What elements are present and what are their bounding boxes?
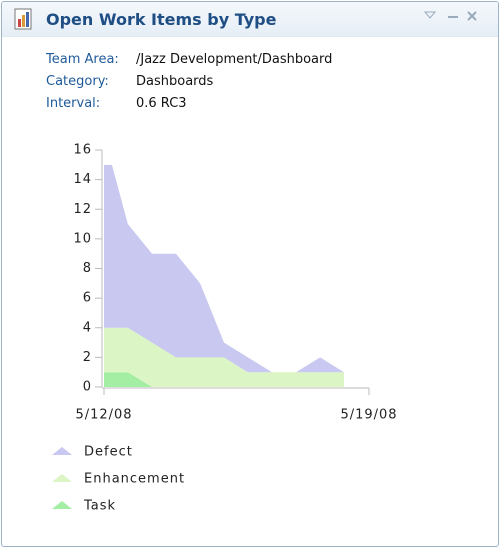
info-label: Team Area: — [46, 52, 119, 67]
legend-swatch — [52, 447, 72, 455]
widget-title: Open Work Items by Type — [46, 10, 277, 29]
y-tick-label: 16 — [73, 143, 92, 158]
area — [104, 164, 345, 373]
info-label: Category: — [46, 74, 109, 89]
info-label: Interval: — [46, 96, 101, 111]
y-tick-label: 12 — [73, 202, 92, 217]
widget-icon — [14, 8, 32, 30]
y-tick-label: 4 — [83, 320, 92, 335]
y-tick-label: 14 — [73, 172, 92, 187]
x-tick-label: 5/19/08 — [340, 408, 397, 423]
info-value: 0.6 RC3 — [136, 96, 187, 111]
y-tick-label: 2 — [83, 350, 92, 365]
info-row: Interval: 0.6 RC3 — [46, 96, 187, 111]
legend-label: Defect — [84, 445, 133, 460]
y-tick-label: 0 — [83, 380, 92, 395]
y-tick-label: 6 — [83, 291, 92, 306]
legend-label: Enhancement — [84, 472, 185, 487]
legend-swatch — [52, 474, 72, 482]
x-tick-label: 5/12/08 — [75, 408, 132, 423]
widget-header: Open Work Items by Type — [2, 2, 498, 37]
info-value: /Jazz Development/Dashboard — [136, 52, 333, 67]
legend-swatch — [52, 501, 72, 509]
y-tick-label: 8 — [83, 261, 92, 276]
info-value: Dashboards — [136, 74, 214, 89]
area — [104, 372, 345, 387]
legend-label: Task — [83, 499, 116, 514]
info-row: Category: Dashboards — [46, 74, 213, 89]
y-tick-label: 10 — [73, 231, 92, 246]
widget-controls[interactable] — [422, 8, 482, 28]
info-row: Team Area: /Jazz Development/Dashboard — [46, 52, 332, 67]
